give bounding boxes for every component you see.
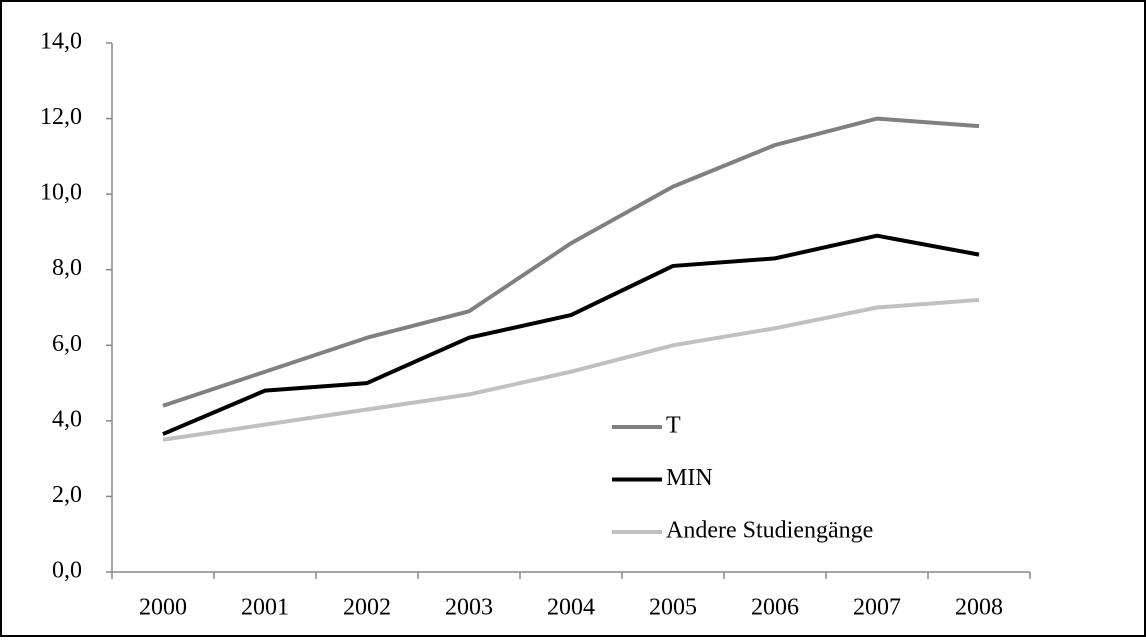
x-tick-label: 2003 bbox=[445, 595, 493, 621]
x-tick-label: 2002 bbox=[343, 595, 391, 621]
y-tick-label: 6,0 bbox=[52, 331, 82, 357]
x-tick-label: 2006 bbox=[751, 595, 799, 621]
y-tick-label: 8,0 bbox=[52, 255, 82, 281]
y-tick-label: 2,0 bbox=[52, 482, 82, 508]
y-tick-label: 4,0 bbox=[52, 406, 82, 432]
legend-label: T bbox=[666, 413, 681, 439]
y-tick-label: 14,0 bbox=[40, 29, 82, 55]
series-line bbox=[162, 297, 980, 442]
y-tick-label: 0,0 bbox=[52, 558, 82, 584]
x-tick-label: 2007 bbox=[853, 595, 901, 621]
x-tick-label: 2008 bbox=[955, 595, 1003, 621]
series-line bbox=[162, 233, 980, 436]
series-line bbox=[162, 116, 980, 408]
y-tick-label: 12,0 bbox=[40, 104, 82, 130]
y-tick-label: 10,0 bbox=[40, 180, 82, 206]
x-tick-label: 2001 bbox=[241, 595, 289, 621]
x-tick-label: 2000 bbox=[139, 595, 187, 621]
x-tick-label: 2004 bbox=[547, 595, 595, 621]
legend-label: Andere Studiengänge bbox=[666, 518, 873, 544]
legend-label: MIN bbox=[666, 465, 713, 491]
x-tick-label: 2005 bbox=[649, 595, 697, 621]
